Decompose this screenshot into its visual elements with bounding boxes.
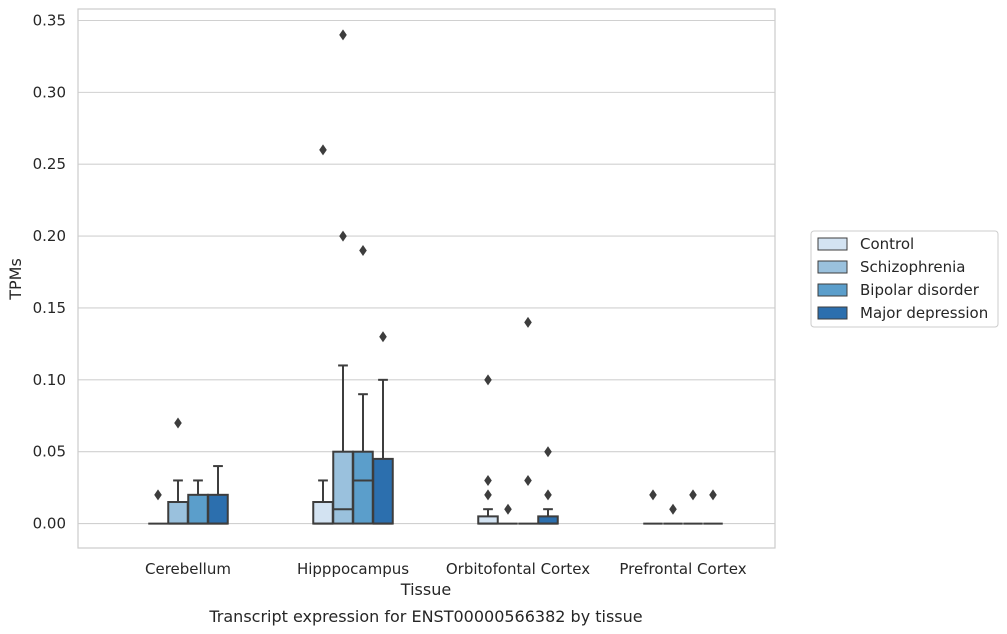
box-major-depression <box>537 446 559 525</box>
legend-label: Major depression <box>860 304 988 322</box>
legend-item: Major depression <box>817 304 988 322</box>
legend-label: Bipolar disorder <box>860 281 980 299</box>
y-axis-ticks: 0.00 0.05 0.10 0.15 0.20 0.25 0.30 0.35 <box>33 11 66 532</box>
outlier-marker <box>174 417 182 429</box>
box-major-depression <box>703 489 723 525</box>
legend-item: Control <box>817 235 914 253</box>
legend-swatch <box>817 283 848 297</box>
outlier-marker <box>339 230 347 242</box>
outlier-marker <box>689 489 697 501</box>
legend-swatch <box>817 306 848 320</box>
box-major-depression <box>207 465 229 525</box>
box-bipolar-disorder <box>187 479 209 525</box>
outlier-marker <box>709 489 717 501</box>
outlier-marker <box>339 29 347 41</box>
x-tick-label: Orbitofontal Cortex <box>446 560 590 578</box>
gridlines <box>78 19 775 525</box>
outlier-marker <box>504 503 512 515</box>
box-major-depression <box>372 331 394 525</box>
outlier-marker <box>154 489 162 501</box>
outlier-marker <box>319 144 327 156</box>
x-tick-label: Hipppocampus <box>297 560 409 578</box>
box-iqr <box>167 501 189 525</box>
box-bipolar-disorder <box>352 244 374 525</box>
box-bipolar-disorder <box>683 489 703 525</box>
box-iqr <box>207 493 229 525</box>
x-tick-label: Prefrontal Cortex <box>619 560 746 578</box>
y-axis-title: TPMs <box>6 258 25 301</box>
box-schizophrenia <box>663 503 683 525</box>
legend-item: Schizophrenia <box>817 258 965 276</box>
legend-swatch <box>817 260 848 274</box>
legend-label: Control <box>860 235 914 253</box>
outlier-marker <box>649 489 657 501</box>
legend-frame <box>810 230 999 328</box>
box-iqr <box>372 457 394 525</box>
legend-item: Bipolar disorder <box>817 281 980 299</box>
y-tick-label: 0.15 <box>33 299 66 317</box>
box-schizophrenia <box>498 503 518 525</box>
box-schizophrenia <box>167 417 189 525</box>
outlier-marker <box>484 489 492 501</box>
box-iqr <box>352 450 374 525</box>
box-schizophrenia <box>332 29 354 525</box>
y-tick-label: 0.30 <box>33 83 66 101</box>
legend: Control Schizophrenia Bipolar disorder Majo… <box>810 230 999 328</box>
box-control <box>643 489 663 525</box>
outlier-marker <box>484 374 492 386</box>
box-bipolar-disorder <box>518 316 538 525</box>
outlier-marker <box>544 489 552 501</box>
box-control <box>148 489 168 525</box>
y-tick-label: 0.25 <box>33 155 66 173</box>
outlier-marker <box>379 331 387 343</box>
y-tick-label: 0.05 <box>33 443 66 461</box>
y-tick-label: 0.00 <box>33 515 66 533</box>
outlier-marker <box>544 446 552 458</box>
outlier-marker <box>524 474 532 486</box>
box-control <box>477 374 499 525</box>
plot-frame <box>77 8 776 549</box>
box-iqr <box>477 515 499 525</box>
box-plots <box>148 29 723 525</box>
outlier-marker <box>484 474 492 486</box>
x-tick-label: Cerebellum <box>145 560 231 578</box>
box-iqr <box>332 450 354 525</box>
outlier-marker <box>669 503 677 515</box>
box-iqr <box>187 493 209 525</box>
legend-swatch <box>817 237 848 251</box>
outlier-marker <box>359 244 367 256</box>
legend-label: Schizophrenia <box>860 258 965 276</box>
outlier-marker <box>524 316 532 328</box>
x-axis-title: Tissue <box>400 580 451 599</box>
box-control <box>312 144 334 525</box>
box-iqr <box>312 501 334 525</box>
chart-caption: Transcript expression for ENST0000056638… <box>208 607 642 626</box>
y-tick-label: 0.20 <box>33 227 66 245</box>
y-tick-label: 0.35 <box>33 11 66 29</box>
x-axis-ticks: Cerebellum Hipppocampus Orbitofontal Corte… <box>145 560 747 578</box>
y-tick-label: 0.10 <box>33 371 66 389</box>
box-iqr <box>537 515 559 525</box>
